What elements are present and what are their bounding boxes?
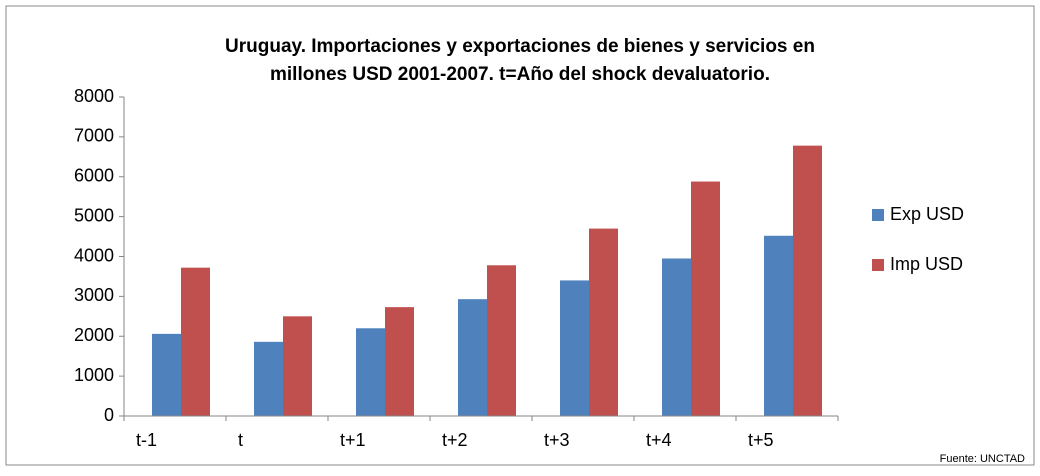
bar bbox=[152, 333, 181, 416]
bar bbox=[181, 267, 210, 416]
bar bbox=[487, 265, 516, 416]
x-tick-label: t+2 bbox=[442, 430, 468, 450]
x-tick-label: t+4 bbox=[646, 430, 672, 450]
x-tick-label: t+5 bbox=[748, 430, 774, 450]
bar bbox=[356, 328, 385, 416]
y-tick-label: 8000 bbox=[74, 86, 114, 106]
y-tick-label: 6000 bbox=[74, 166, 114, 186]
bar bbox=[662, 258, 691, 416]
bar bbox=[283, 316, 312, 416]
legend-label: Imp USD bbox=[890, 254, 963, 274]
legend-swatch bbox=[872, 209, 884, 221]
bar bbox=[691, 181, 720, 416]
bar bbox=[560, 280, 589, 416]
bar bbox=[589, 228, 618, 416]
x-tick-label: t+3 bbox=[544, 430, 570, 450]
y-tick-label: 2000 bbox=[74, 325, 114, 345]
chart-title-line-2: millones USD 2001-2007. t=Año del shock … bbox=[270, 64, 770, 85]
legend-label: Exp USD bbox=[890, 204, 964, 224]
x-tick-label: t bbox=[238, 430, 243, 450]
y-tick-label: 7000 bbox=[74, 126, 114, 146]
y-tick-label: 0 bbox=[104, 405, 114, 425]
y-tick-label: 1000 bbox=[74, 365, 114, 385]
bar bbox=[458, 299, 487, 416]
y-tick-label: 4000 bbox=[74, 245, 114, 265]
bar bbox=[254, 341, 283, 416]
y-tick-label: 3000 bbox=[74, 285, 114, 305]
source-note: Fuente: UNCTAD bbox=[940, 453, 1025, 465]
legend-swatch bbox=[872, 259, 884, 271]
x-tick-label: t+1 bbox=[340, 430, 366, 450]
bar bbox=[793, 145, 822, 416]
y-tick-label: 5000 bbox=[74, 205, 114, 225]
chart-title-line-1: Uruguay. Importaciones y exportaciones d… bbox=[225, 36, 815, 57]
bar bbox=[764, 235, 793, 416]
x-tick-label: t-1 bbox=[136, 430, 157, 450]
bar bbox=[385, 307, 414, 416]
